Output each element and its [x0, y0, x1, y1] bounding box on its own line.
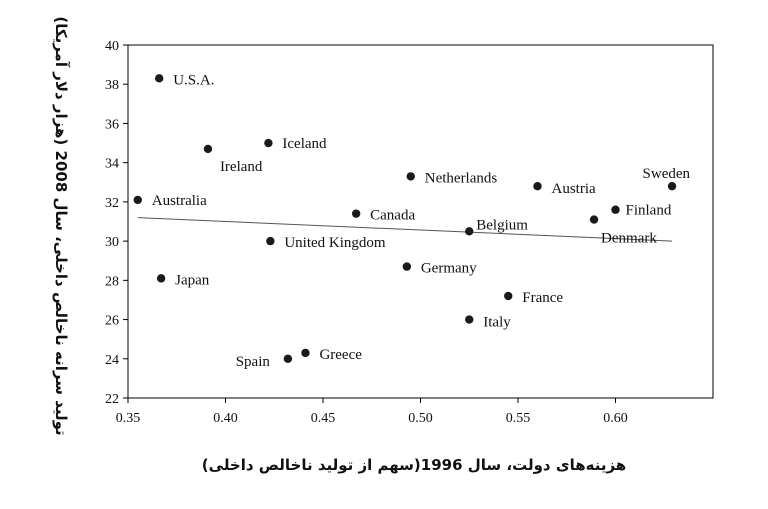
- x-tick-label: 0.50: [408, 411, 433, 426]
- y-tick-label: 36: [105, 117, 119, 132]
- data-point: [589, 215, 599, 224]
- ticks-layer: 22 24 26 28 30 32 34 36 38 40 0.35 0.40 0.45 0.50 0.55…: [105, 39, 628, 426]
- data-label: Netherlands: [425, 170, 498, 186]
- data-point: [667, 182, 677, 191]
- data-label: Italy: [483, 315, 511, 331]
- data-point: [465, 227, 474, 236]
- data-label: Finland: [626, 203, 672, 219]
- data-label: Spain: [236, 354, 271, 370]
- x-tick-label: 0.45: [311, 411, 336, 426]
- data-point: [351, 209, 361, 218]
- data-label: Belgium: [476, 217, 528, 233]
- data-label: Austria: [552, 181, 597, 197]
- data-point: [133, 195, 142, 205]
- y-tick-label: 26: [105, 314, 119, 329]
- data-point: [264, 138, 273, 148]
- y-tick-label: 28: [105, 274, 119, 289]
- data-label: United Kingdom: [284, 235, 386, 251]
- data-point: [465, 315, 474, 324]
- data-point: [155, 74, 164, 83]
- points-layer: U.S.A. Iceland Ireland Netherlands Austria Sw…: [133, 72, 691, 370]
- data-point: [402, 262, 412, 271]
- data-point: [156, 274, 166, 283]
- y-tick-label: 22: [105, 392, 119, 407]
- data-label: Sweden: [643, 166, 691, 182]
- y-tick-label: 38: [105, 78, 119, 93]
- data-label: Australia: [152, 193, 207, 209]
- x-tick-label: 0.35: [116, 411, 141, 426]
- x-axis-title: هزینه‌های دولت، سال 1996(سهم از تولید نا…: [202, 456, 626, 474]
- trendline: [137, 217, 673, 242]
- x-tick-label: 0.40: [213, 411, 238, 426]
- data-point: [533, 182, 542, 191]
- y-tick-label: 24: [105, 353, 119, 368]
- data-point: [203, 144, 213, 154]
- data-label: Ireland: [220, 159, 263, 175]
- x-tick-label: 0.55: [506, 411, 531, 426]
- data-label: France: [522, 290, 563, 306]
- data-point: [266, 236, 275, 246]
- data-label: Greece: [319, 347, 362, 363]
- data-label: U.S.A.: [173, 72, 214, 88]
- y-tick-label: 30: [105, 235, 119, 250]
- data-point: [406, 172, 415, 181]
- data-point: [301, 348, 310, 358]
- data-label: Canada: [370, 208, 415, 224]
- data-label: Iceland: [282, 136, 327, 152]
- data-point: [611, 205, 620, 214]
- trendline-layer: [137, 217, 673, 242]
- data-label: Denmark: [601, 231, 657, 247]
- y-tick-label: 34: [105, 157, 119, 172]
- data-point: [283, 354, 293, 363]
- x-tick-label: 0.60: [603, 411, 628, 426]
- data-point: [504, 291, 513, 301]
- data-label: Japan: [175, 272, 210, 288]
- data-label: Germany: [421, 261, 477, 277]
- y-tick-label: 32: [105, 196, 119, 211]
- y-tick-label: 40: [105, 39, 119, 54]
- y-axis-title: تولید سرانه ناخالص داخلی، سال 2008 (هزار…: [52, 16, 70, 435]
